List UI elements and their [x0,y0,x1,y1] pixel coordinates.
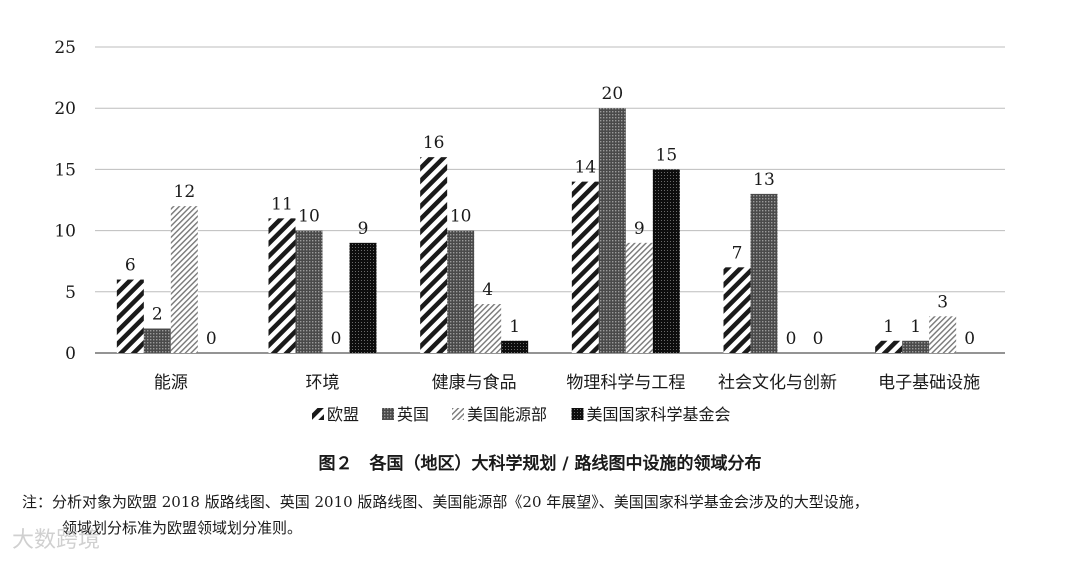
bar [902,340,930,353]
legend: 欧盟 英国 美国能源部 美国国家科学基金会 [312,405,731,424]
bar [170,206,198,353]
x-tick-label: 电子基础设施 [878,373,980,393]
bar [143,328,171,353]
data-label: 12 [174,182,196,202]
x-tick-label: 物理科学与工程 [566,373,685,393]
data-label: 15 [656,145,678,165]
note-line-2: 领域划分标准为欧盟领域划分准则。 [62,519,303,537]
bar [116,279,144,353]
data-label: 7 [732,243,743,263]
data-label: 9 [358,219,369,239]
legend-swatch [312,408,324,420]
y-axis-ticks: 0 5 10 15 20 25 [54,38,76,364]
x-tick-label: 能源 [154,373,188,393]
data-label: 1 [509,317,520,337]
y-tick-label: 15 [54,160,76,180]
legend-label: 欧盟 [327,405,359,424]
bar [598,108,626,353]
data-label: 6 [125,256,136,276]
y-tick-label: 5 [65,283,76,303]
bar [268,218,296,353]
data-label: 13 [753,170,775,190]
data-label: 16 [423,133,445,153]
bars [116,108,957,353]
figure-note: 注：分析对象为欧盟 2018 版路线图、英国 2010 版路线图、美国能源部《2… [22,489,1062,541]
watermark-logo: 大数跨境 [12,528,101,553]
bar [295,230,323,353]
y-tick-label: 0 [65,344,76,364]
bar [501,340,529,353]
data-label: 0 [813,329,824,349]
bar [929,316,957,353]
data-label: 0 [331,329,342,349]
x-tick-label: 环境 [306,373,340,393]
bar [625,242,653,353]
gridlines [95,46,1005,354]
legend-swatch [571,408,584,420]
bar [349,242,377,353]
y-tick-label: 10 [54,222,76,242]
bar [447,230,475,353]
bar [875,340,903,353]
legend-swatch [382,408,394,420]
data-label: 9 [634,219,645,239]
bar [750,193,778,353]
x-tick-label: 社会文化与创新 [718,373,837,393]
legend-label: 美国能源部 [467,405,547,424]
data-label: 3 [937,292,948,312]
bar [474,304,502,353]
x-tick-label: 健康与食品 [432,373,517,393]
data-label: 11 [271,194,293,214]
data-label: 0 [786,329,797,349]
legend-label: 英国 [397,405,429,424]
data-label: 10 [298,207,320,227]
bar [723,267,751,353]
legend-label: 美国国家科学基金会 [587,405,731,424]
figure-caption: 图２ 各国（地区）大科学规划 / 路线图中设施的领域分布 [318,454,762,474]
legend-swatch [452,408,464,420]
y-tick-label: 20 [54,99,76,119]
x-axis-ticks: 能源 环境 健康与食品 物理科学与工程 社会文化与创新 电子基础设施 [154,373,980,393]
y-tick-label: 25 [54,38,76,58]
data-label: 2 [152,305,163,325]
note-line-1: 注：分析对象为欧盟 2018 版路线图、英国 2010 版路线图、美国能源部《2… [22,493,869,511]
bar [571,181,599,353]
data-label: 4 [482,280,493,300]
data-label: 10 [450,207,472,227]
data-label: 0 [206,329,217,349]
bar [652,169,680,353]
data-label: 20 [602,84,624,104]
data-label: 1 [910,317,921,337]
data-label: 0 [964,329,975,349]
data-label: 14 [575,158,597,178]
data-label: 1 [883,317,894,337]
bar [420,157,448,353]
